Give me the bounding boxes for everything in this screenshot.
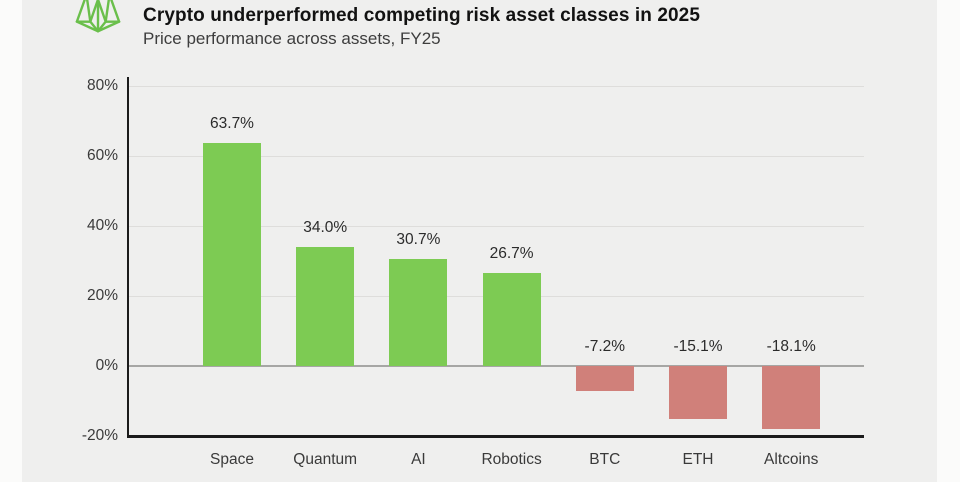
- gridline: [127, 86, 864, 87]
- category-label: ETH: [682, 451, 714, 468]
- bar-ai: [389, 258, 448, 366]
- bar-altcoins: [762, 366, 821, 430]
- category-label: Altcoins: [764, 451, 819, 468]
- y-tick-label: 0%: [95, 357, 118, 374]
- value-label: -18.1%: [766, 338, 816, 355]
- bar-space: [203, 143, 261, 366]
- y-tick-label: -20%: [81, 427, 118, 444]
- bar-robotics: [482, 272, 541, 366]
- value-label: -7.2%: [584, 338, 626, 355]
- value-label: 63.7%: [210, 115, 254, 133]
- category-label: Quantum: [293, 451, 358, 468]
- chart-header: Crypto underperformed competing risk ass…: [143, 3, 700, 50]
- value-label: 34.0%: [303, 219, 348, 236]
- chart-title: Crypto underperformed competing risk ass…: [143, 5, 701, 26]
- y-axis-line: [127, 77, 129, 438]
- category-label: AI: [411, 451, 426, 468]
- value-label: 30.7%: [396, 230, 441, 248]
- bar-quantum: [296, 247, 355, 366]
- chart-subtitle: Price performance across assets, FY25: [143, 29, 441, 48]
- value-label: 26.7%: [489, 244, 534, 262]
- bar-eth: [669, 366, 727, 419]
- category-label: Robotics: [481, 451, 542, 468]
- chart-panel: Crypto underperformed competing risk ass…: [22, 0, 937, 482]
- value-label: -15.1%: [673, 338, 723, 355]
- x-axis-baseline: [127, 435, 864, 438]
- brand-logo-icon: [75, 0, 121, 33]
- category-label: BTC: [589, 451, 621, 468]
- bar-btc: [575, 366, 634, 392]
- zero-gridline: [127, 365, 864, 367]
- category-label: Space: [210, 451, 254, 468]
- gridline: [127, 156, 864, 157]
- y-tick-label: 20%: [86, 287, 118, 304]
- y-tick-label: 40%: [86, 217, 118, 234]
- y-tick-label: 60%: [86, 147, 118, 164]
- gridline: [127, 226, 864, 227]
- bar-chart: 80% 60% 40% 20% 0% -20% 63.7% Space 34.0% Quantum…: [22, 0, 937, 482]
- y-tick-label: 80%: [86, 77, 118, 94]
